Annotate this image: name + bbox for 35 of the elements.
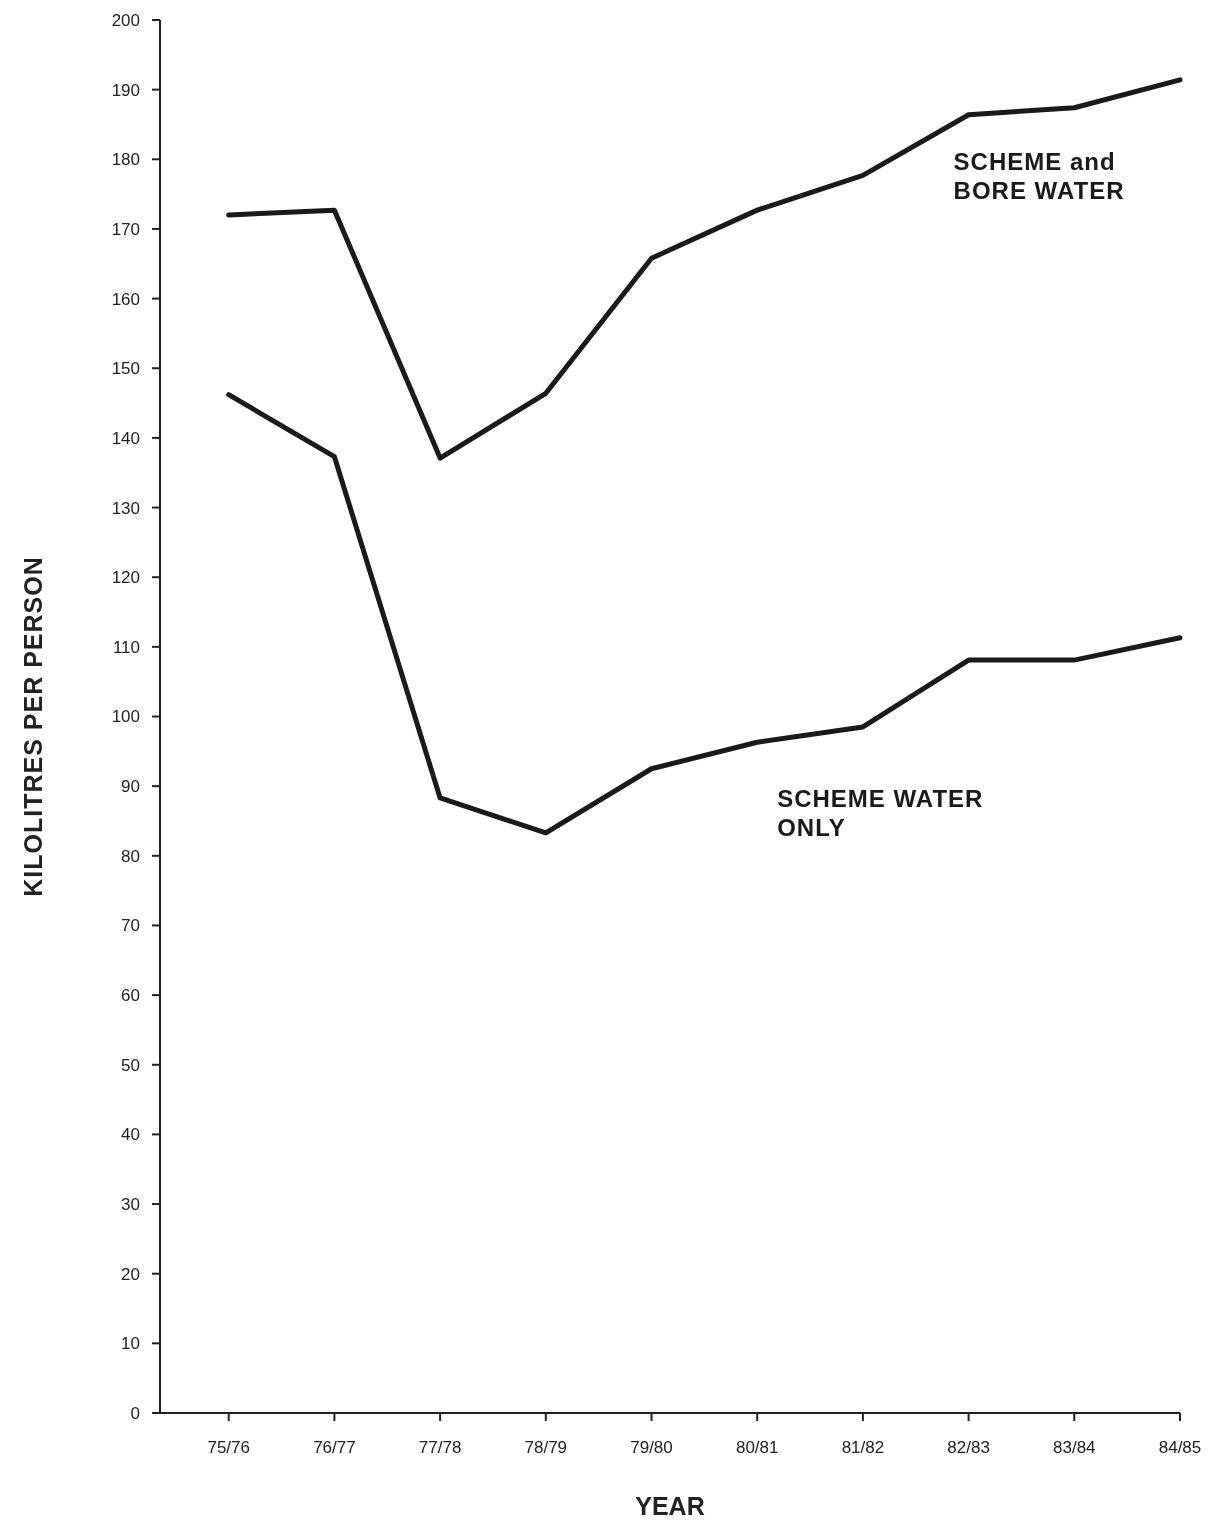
series-label: SCHEME and BORE WATER [953,147,1125,204]
y-tick-label: 20 [121,1264,140,1284]
series-label: SCHEME WATER ONLY [777,785,984,842]
y-tick-label: 0 [130,1403,140,1423]
x-tick-label: 79/80 [630,1438,673,1457]
y-tick-label: 140 [111,428,140,448]
y-tick-label: 90 [121,777,140,797]
y-tick-label: 30 [121,1195,140,1214]
y-axis-title: KILOLITRES PER PERSON [19,556,47,897]
y-tick-label: 170 [111,219,140,239]
y-tick-label: 200 [111,10,140,30]
y-tick-label: 50 [121,1055,140,1075]
x-tick-label: 77/78 [418,1438,462,1457]
x-tick-label: 75/76 [207,1438,250,1457]
y-tick-label: 130 [111,498,140,518]
y-tick-label: 190 [111,80,140,100]
x-tick-label: 83/84 [1053,1438,1096,1457]
y-tick-label: 80 [121,846,140,866]
y-tick-label: 60 [121,986,140,1006]
y-tick-label: 40 [121,1125,140,1145]
x-axis-title: YEAR [635,1492,705,1520]
y-tick-label: 110 [112,637,140,657]
y-tick-label: 120 [111,568,140,588]
x-tick-label: 81/82 [841,1438,885,1457]
x-tick-label: 76/77 [313,1438,356,1457]
y-tick-label: 180 [111,150,140,170]
x-tick-label: 82/83 [947,1438,990,1457]
x-tick-label: 84/85 [1158,1438,1202,1457]
y-tick-label: 160 [111,289,140,309]
y-tick-label: 10 [121,1334,140,1354]
x-tick-label: 80/81 [735,1438,779,1457]
y-tick-label: 100 [111,707,140,727]
y-tick-label: 150 [111,359,140,379]
x-tick-label: 78/79 [524,1438,568,1457]
y-tick-label: 70 [121,916,140,936]
